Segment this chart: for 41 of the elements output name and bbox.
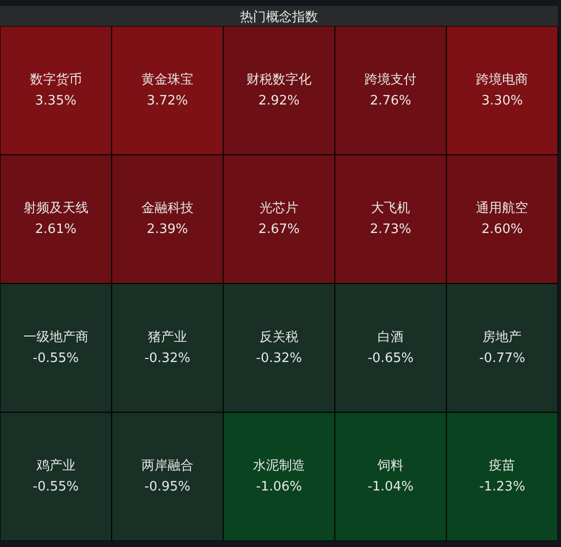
data-label: 2.73% — [370, 222, 412, 238]
category-label: 财税数字化 — [246, 71, 312, 88]
data-label: -1.06% — [256, 480, 302, 495]
data-label: -0.77% — [479, 350, 526, 366]
data-label: 2.92% — [258, 93, 300, 108]
category-label: 跨境电商 — [476, 71, 528, 88]
title-header: 热门概念指数 — [0, 6, 558, 26]
data-label: -0.65% — [368, 350, 414, 366]
category-label: 白酒 — [378, 330, 404, 345]
data-label: -1.04% — [368, 480, 414, 495]
category-label: 疫苗 — [489, 458, 516, 474]
data-label: 3.35% — [35, 93, 76, 108]
category-label: 射频及天线 — [23, 201, 88, 216]
data-label: 3.30% — [482, 93, 523, 108]
category-label: 鸡产业 — [35, 458, 76, 474]
data-label: 2.39% — [146, 222, 188, 238]
data-label: 2.67% — [258, 222, 300, 238]
category-label: 大飞机 — [371, 201, 410, 216]
data-label: -0.55% — [32, 480, 79, 495]
data-label: 2.76% — [370, 93, 412, 108]
category-label: 水泥制造 — [253, 458, 305, 474]
category-label: 数字货币 — [30, 71, 82, 88]
data-label: 2.60% — [482, 222, 523, 238]
category-label: 猪产业 — [148, 330, 187, 345]
data-label: -0.55% — [32, 350, 79, 366]
data-label: 3.72% — [146, 93, 188, 108]
data-label: -0.32% — [256, 350, 302, 366]
category-label: 光芯片 — [260, 201, 298, 216]
category-label: 两岸融合 — [141, 458, 194, 474]
category-label: 黄金珠宝 — [141, 71, 194, 88]
category-label: 一级地产商 — [23, 330, 88, 345]
category-label: 跨境支付 — [364, 71, 417, 88]
data-label: -1.23% — [479, 480, 526, 495]
category-label: 反关税 — [260, 330, 298, 345]
category-label: 饲料 — [376, 458, 404, 474]
category-label: 金融科技 — [141, 201, 194, 216]
data-label: 2.61% — [35, 222, 76, 238]
data-label: -0.32% — [144, 350, 190, 366]
data-label: -0.95% — [144, 480, 190, 495]
category-label: 房地产 — [482, 328, 522, 345]
category-label: 通用航空 — [476, 201, 528, 216]
